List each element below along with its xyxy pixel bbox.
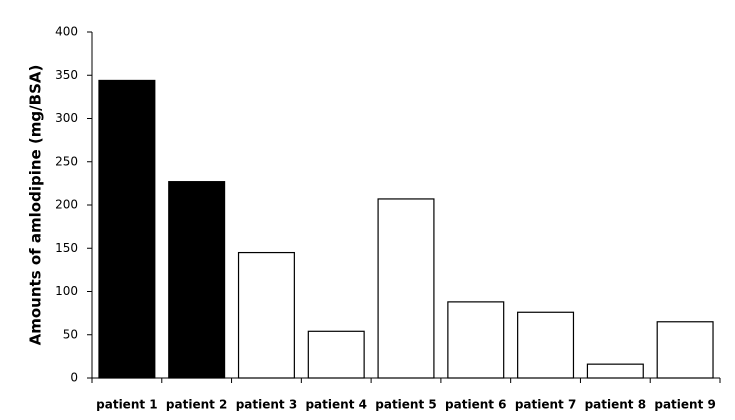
bar <box>517 311 575 379</box>
x-tick-label: patient 3 <box>236 398 297 412</box>
bar <box>307 330 365 379</box>
x-tick-label: patient 8 <box>585 398 646 412</box>
y-tick-label: 300 <box>55 111 78 125</box>
x-tick-label: patient 9 <box>654 398 715 412</box>
bar <box>237 251 295 379</box>
y-tick-label: 200 <box>55 198 78 212</box>
x-tick-label: patient 5 <box>375 398 436 412</box>
x-tick-label: patient 2 <box>166 398 227 412</box>
bar <box>656 321 714 379</box>
y-tick-label: 50 <box>63 327 78 341</box>
x-tick-label: patient 4 <box>305 398 366 412</box>
bar <box>98 79 156 379</box>
y-tick-label: 100 <box>55 284 78 298</box>
bar <box>377 198 435 379</box>
bar <box>168 181 226 379</box>
bar <box>586 363 644 379</box>
y-tick-label: 150 <box>55 241 78 255</box>
x-tick-label: patient 7 <box>515 398 576 412</box>
x-tick-label: patient 1 <box>96 398 157 412</box>
x-tick-label: patient 6 <box>445 398 506 412</box>
bar <box>447 301 505 379</box>
y-tick-label: 250 <box>55 154 78 168</box>
y-tick-label: 0 <box>70 371 78 385</box>
y-axis-label: Amounts of amlodipine (mg/BSA) <box>27 65 45 346</box>
y-tick-label: 400 <box>55 25 78 39</box>
y-tick-label: 350 <box>55 68 78 82</box>
